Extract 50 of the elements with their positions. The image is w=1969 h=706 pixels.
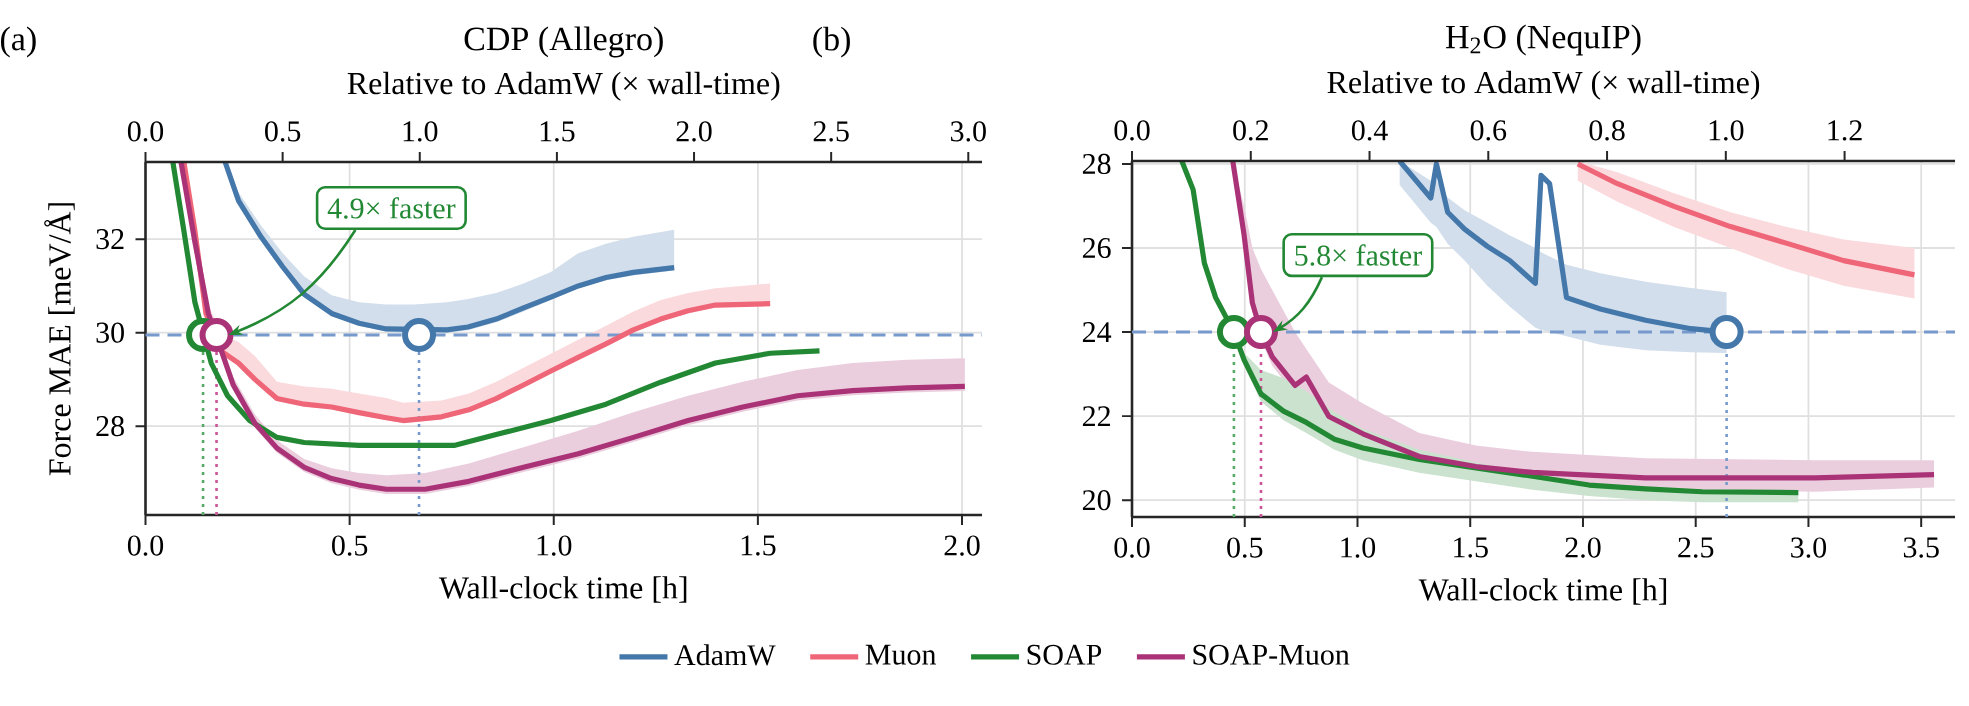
x2-tick-label: 0.6 [1470, 120, 1507, 141]
x-tick-label: 1.5 [741, 535, 776, 556]
legend-label: AdamW [674, 644, 776, 666]
annotation: 4.9× faster [327, 197, 456, 219]
x2-tick-label: 1.0 [1709, 120, 1744, 141]
x-tick-label: 1.0 [537, 535, 572, 556]
x-tick-label: 2.0 [1565, 537, 1601, 558]
x-axis-title: Wall-clock time [h] [1418, 578, 1667, 605]
x-tick-label: 2.5 [1678, 537, 1714, 558]
y-tick-label: 28 [1082, 153, 1111, 175]
x-tick-label: 2.0 [944, 535, 980, 556]
x-tick-label: 0.5 [332, 535, 368, 556]
x2-tick-label: 1.2 [1828, 120, 1862, 141]
x-tick-label: 3.0 [1791, 537, 1827, 558]
y-tick-label: 32 [96, 229, 124, 250]
x2-tick-label: 1.0 [403, 121, 438, 142]
x2-tick-label: 0.4 [1351, 120, 1388, 141]
x2-tick-label: 3.0 [950, 121, 986, 142]
y-axis-title: Force MAE [meV/Å] [44, 203, 75, 476]
x-tick-label: 3.5 [1903, 537, 1939, 558]
y-tick-label: 24 [1082, 322, 1112, 342]
chart-title: H$_{2}$O (NequIP) [1445, 24, 1641, 56]
x-tick-label: 0.5 [1227, 537, 1263, 558]
text: (a) [0, 26, 36, 58]
y-tick-label: 30 [96, 322, 124, 343]
x2-tick-label: 2.0 [676, 121, 712, 142]
y-tick-label: 20 [1082, 490, 1111, 511]
annotation: 5.8× faster [1295, 244, 1422, 266]
y-tick-label: 22 [1082, 406, 1110, 427]
x2-tick-label: 2.5 [813, 121, 849, 142]
x-tick-label: 1.0 [1341, 537, 1376, 558]
x-tick-label: 1.5 [1454, 537, 1488, 558]
x2-axis-title: Relative to AdamW (× wall-time) [1327, 70, 1760, 100]
chart-title: CDP (Allegro) [464, 26, 663, 58]
x2-tick-label: 0.0 [1114, 120, 1150, 141]
legend-label: SOAP-Muon [1193, 644, 1350, 665]
legend-label: SOAP [1027, 644, 1102, 665]
x2-tick-label: 0.0 [127, 121, 164, 142]
x2-tick-label: 1.5 [540, 121, 575, 142]
y-tick-label: 28 [96, 416, 124, 437]
x2-axis-title: Relative to AdamW (× wall-time) [347, 71, 780, 101]
x-tick-label: 0.0 [1114, 537, 1150, 558]
x2-tick-label: 0.2 [1233, 120, 1268, 141]
y-tick-label: 26 [1082, 237, 1111, 259]
x2-tick-label: 0.8 [1589, 120, 1625, 141]
x-axis-title: Wall-clock time [h] [438, 576, 687, 603]
x-tick-label: 0.0 [127, 535, 164, 556]
text: (b) [813, 26, 850, 58]
x2-tick-label: 0.5 [265, 121, 301, 142]
legend-label: Muon [865, 644, 937, 665]
